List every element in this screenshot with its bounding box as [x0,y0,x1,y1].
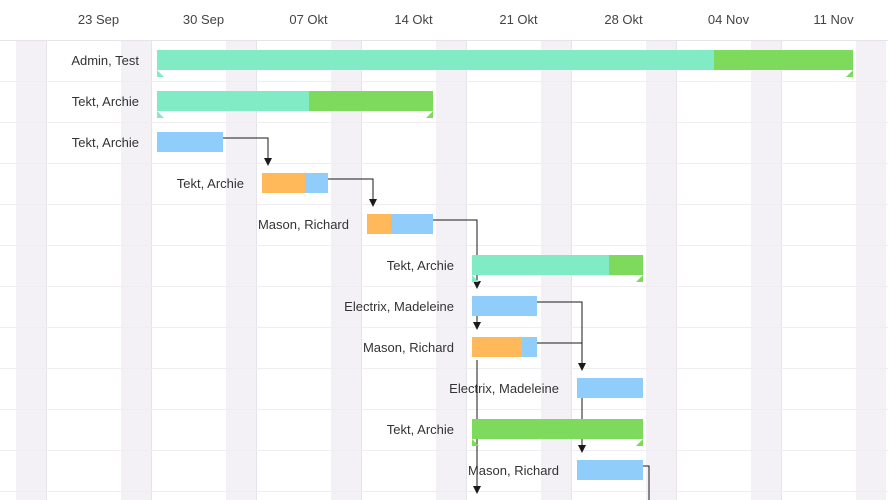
row-divider [0,122,888,123]
summary-start-cap [157,70,164,77]
bar-progress [262,173,305,193]
bar-progress [472,255,609,275]
dependency-arrow [223,137,272,166]
task-assignee-label: Tekt, Archie [176,176,244,191]
bar-progress [157,91,309,111]
week-divider [256,0,257,500]
weekend-stripe [436,40,466,500]
week-divider [361,0,362,500]
week-header-label: 28 Okt [604,12,643,27]
bar-remaining [157,132,223,152]
task-assignee-label: Electrix, Madeleine [344,299,454,314]
row-divider [0,327,888,328]
dependency-arrow [643,465,650,500]
dependency-arrow [433,219,481,289]
week-divider [46,0,47,500]
task-assignee-label: Mason, Richard [467,463,559,478]
weekend-stripe [331,40,361,500]
weekend-stripe [121,40,151,500]
row-divider [0,204,888,205]
bar-remaining [472,296,537,316]
timeline-header: 23 Sep 30 Sep 07 Okt 14 Okt 21 Okt 28 Ok… [0,0,888,41]
task-bar[interactable] [472,296,537,316]
week-divider [151,0,152,500]
summary-end-cap [426,111,433,118]
task-bar[interactable] [577,460,643,480]
weekend-stripe [646,40,676,500]
week-header-label: 04 Nov [707,12,750,27]
summary-bar[interactable] [157,50,853,77]
week-header-label: 23 Sep [77,12,120,27]
task-assignee-label: Tekt, Archie [71,135,139,150]
row-divider [0,450,888,451]
bar-progress [367,214,391,234]
row-divider [0,368,888,369]
row-divider [0,491,888,492]
week-header-label: 11 Nov [813,12,854,27]
week-header-label: 14 Okt [394,12,433,27]
bar-remaining [577,460,643,480]
bar-remaining [577,378,643,398]
task-assignee-label: Electrix, Madeleine [449,381,559,396]
row-divider [0,286,888,287]
weekend-stripe [226,40,256,500]
row-divider [0,409,888,410]
weekend-stripe [16,40,46,500]
task-assignee-label: Mason, Richard [257,217,349,232]
week-header-label: 30 Sep [182,12,225,27]
bar-progress [472,337,522,357]
week-divider [781,0,782,500]
task-assignee-label: Tekt, Archie [386,422,454,437]
summary-bar[interactable] [472,419,643,446]
task-bar[interactable] [472,337,537,357]
summary-start-cap [472,275,479,282]
task-assignee-label: Tekt, Archie [71,94,139,109]
dependency-arrow [328,178,377,207]
summary-start-cap [157,111,164,118]
summary-start-cap [472,439,479,446]
task-bar[interactable] [157,132,223,152]
task-assignee-label: Mason, Richard [362,340,454,355]
task-assignee-label: Admin, Test [71,53,139,68]
week-divider [571,0,572,500]
row-divider [0,81,888,82]
dependency-arrow [537,301,586,371]
summary-end-cap [636,439,643,446]
summary-bar[interactable] [472,255,643,282]
task-assignee-label: Tekt, Archie [386,258,454,273]
week-divider [676,0,677,500]
row-divider [0,245,888,246]
task-bar[interactable] [367,214,433,234]
task-bar[interactable] [577,378,643,398]
weekend-stripe [856,40,886,500]
task-bar[interactable] [262,173,328,193]
summary-bar[interactable] [157,91,433,118]
week-header-label: 07 Okt [289,12,328,27]
summary-end-cap [846,70,853,77]
weekend-stripe [751,40,781,500]
week-header-label: 21 Okt [499,12,538,27]
week-divider [466,0,467,500]
bar-remaining [472,419,643,439]
row-divider [0,163,888,164]
bar-progress [157,50,714,70]
summary-end-cap [636,275,643,282]
